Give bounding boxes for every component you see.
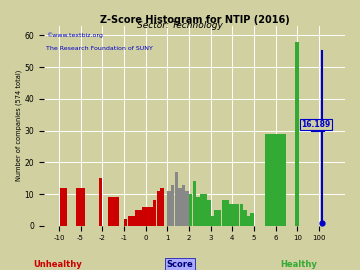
Bar	[232, 204, 236, 226]
Bar	[229, 204, 232, 226]
Bar	[149, 207, 153, 226]
Bar	[99, 178, 102, 226]
Bar	[128, 216, 131, 226]
Bar	[160, 188, 163, 226]
Bar	[167, 191, 171, 226]
Bar	[243, 210, 247, 226]
Text: Score: Score	[167, 260, 193, 269]
Bar	[203, 194, 207, 226]
Bar	[193, 181, 196, 226]
Bar	[108, 197, 118, 226]
Title: Z-Score Histogram for NTIP (2016): Z-Score Histogram for NTIP (2016)	[99, 15, 289, 25]
Bar	[76, 188, 85, 226]
Bar	[60, 188, 67, 226]
Bar	[221, 200, 225, 226]
Text: 16.189: 16.189	[301, 120, 330, 129]
Bar	[171, 184, 175, 226]
Bar	[146, 207, 149, 226]
Text: Healthy: Healthy	[280, 260, 317, 269]
Bar	[265, 134, 286, 226]
Text: Unhealthy: Unhealthy	[33, 260, 82, 269]
Bar	[153, 200, 156, 226]
Text: Sector: Technology: Sector: Technology	[137, 21, 223, 30]
Bar	[196, 197, 200, 226]
Bar	[251, 213, 254, 226]
Bar	[131, 216, 135, 226]
Bar	[175, 172, 178, 226]
Bar	[240, 204, 243, 226]
Bar	[295, 42, 300, 226]
Bar	[139, 210, 142, 226]
Bar	[200, 194, 203, 226]
Bar	[218, 210, 221, 226]
Bar	[211, 216, 214, 226]
Text: ©www.textbiz.org: ©www.textbiz.org	[46, 32, 103, 38]
Bar	[142, 207, 145, 226]
Bar	[124, 220, 127, 226]
Bar	[185, 191, 189, 226]
Bar	[178, 188, 182, 226]
Text: The Research Foundation of SUNY: The Research Foundation of SUNY	[46, 46, 153, 50]
Bar	[182, 184, 185, 226]
Bar	[247, 216, 250, 226]
Bar	[135, 210, 138, 226]
Bar	[157, 191, 160, 226]
Bar	[225, 200, 229, 226]
Bar	[207, 200, 211, 226]
Y-axis label: Number of companies (574 total): Number of companies (574 total)	[15, 70, 22, 181]
Bar	[214, 210, 218, 226]
Bar	[189, 194, 193, 226]
Bar	[236, 204, 239, 226]
